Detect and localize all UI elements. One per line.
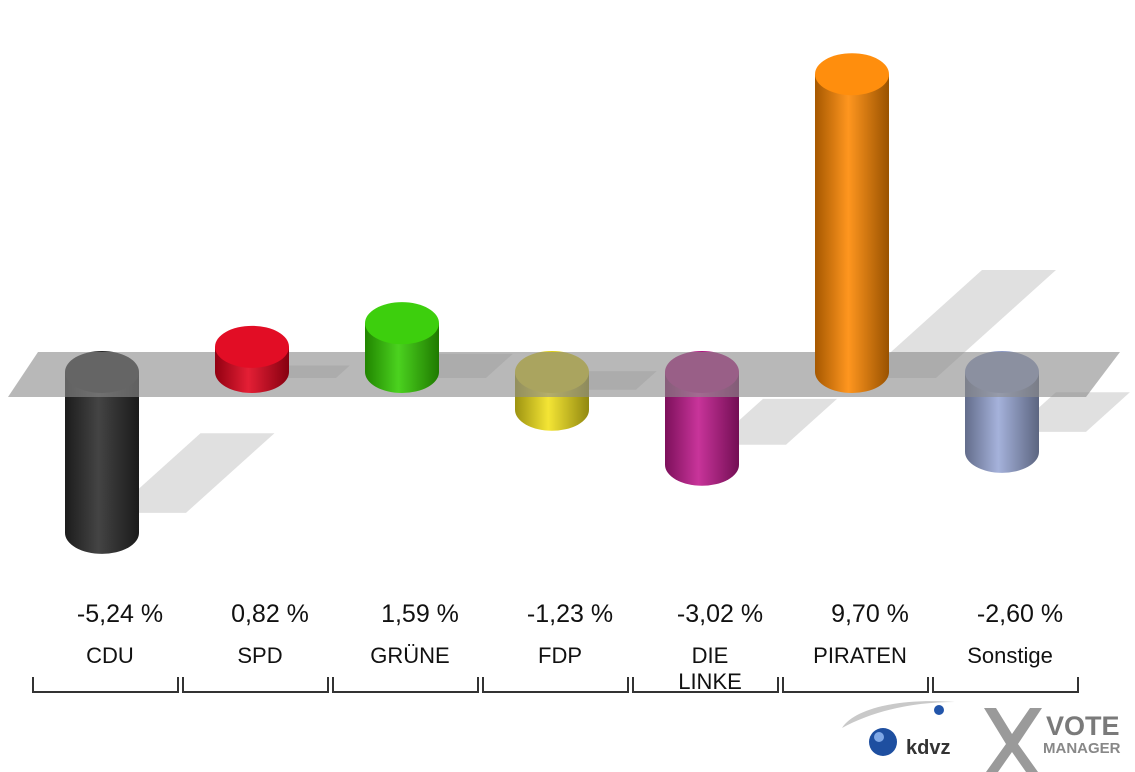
category-label-fdp: FDP bbox=[538, 643, 582, 668]
value-label-spd: 0,82 % bbox=[231, 600, 309, 628]
value-label-fdp: -1,23 % bbox=[527, 600, 613, 628]
bar-cap-piraten bbox=[815, 53, 889, 96]
positive-bars bbox=[215, 53, 889, 394]
logo-x-mark-icon bbox=[984, 708, 1042, 772]
logo-sphere-highlight bbox=[874, 732, 884, 742]
bar-spd bbox=[215, 325, 289, 393]
category-label-line: LINKE bbox=[678, 669, 742, 694]
zero-baseline-plane bbox=[8, 352, 1120, 397]
category-label-piraten: PIRATEN bbox=[813, 643, 907, 668]
category-axis bbox=[32, 677, 1079, 693]
category-label-line: FDP bbox=[538, 643, 582, 668]
bar-labels: -5,24 % CDU 0,82 % SPD 1,59 % GRÜNE -1,23 % FDP… bbox=[77, 600, 1063, 694]
bar-gruene bbox=[365, 302, 439, 393]
category-label-spd: SPD bbox=[237, 643, 282, 668]
value-label-piraten: 9,70 % bbox=[831, 600, 909, 628]
bar-shadow-cdu bbox=[112, 433, 275, 513]
axis-bracket-gruene bbox=[332, 677, 479, 693]
bar-shadow-sonstige bbox=[1012, 392, 1130, 432]
logo-vote-text: VOTE bbox=[1046, 711, 1120, 741]
axis-bracket-fdp bbox=[482, 677, 629, 693]
bar-shadow-piraten bbox=[862, 270, 1056, 378]
category-label-line: Sonstige bbox=[967, 643, 1053, 668]
value-label-gruene: 1,59 % bbox=[381, 600, 459, 628]
logo-kdvz-text: kdvz bbox=[906, 737, 950, 759]
value-label-cdu: -5,24 % bbox=[77, 600, 163, 628]
bar-cap-gruene bbox=[365, 302, 439, 345]
axis-bracket-cdu bbox=[32, 677, 179, 693]
logo-swoosh bbox=[842, 701, 955, 728]
bar-shadow-die-linke bbox=[712, 398, 837, 445]
value-label-sonstige: -2,60 % bbox=[977, 600, 1063, 628]
category-label-line: SPD bbox=[237, 643, 282, 668]
logo-big-sphere bbox=[869, 728, 897, 756]
axis-bracket-sonstige bbox=[932, 677, 1079, 693]
category-label-die-linke: DIE LINKE bbox=[678, 643, 742, 694]
kdvz-vote-manager-logo: kdvz VOTE MANAGER bbox=[842, 701, 1121, 772]
category-label-line: GRÜNE bbox=[370, 643, 449, 668]
category-label-line: PIRATEN bbox=[813, 643, 907, 668]
category-label-line: DIE bbox=[692, 643, 729, 668]
bar-body-die-linke bbox=[665, 372, 739, 486]
logo-manager-text: MANAGER bbox=[1043, 740, 1121, 757]
logo-small-sphere bbox=[934, 705, 944, 715]
bar-body-piraten bbox=[815, 74, 889, 394]
bar-body-cdu bbox=[65, 372, 139, 554]
bar-body-sonstige bbox=[965, 372, 1039, 473]
category-label-line: CDU bbox=[86, 643, 134, 668]
axis-bracket-spd bbox=[182, 677, 329, 693]
bar-piraten bbox=[815, 53, 889, 394]
axis-bracket-piraten bbox=[782, 677, 929, 693]
axis-bracket-die-linke bbox=[632, 677, 779, 693]
category-label-gruene: GRÜNE bbox=[370, 643, 449, 668]
category-label-cdu: CDU bbox=[86, 643, 134, 668]
bar-cap-spd bbox=[215, 325, 289, 368]
category-label-sonstige: Sonstige bbox=[967, 643, 1053, 668]
value-label-die-linke: -3,02 % bbox=[677, 600, 763, 628]
